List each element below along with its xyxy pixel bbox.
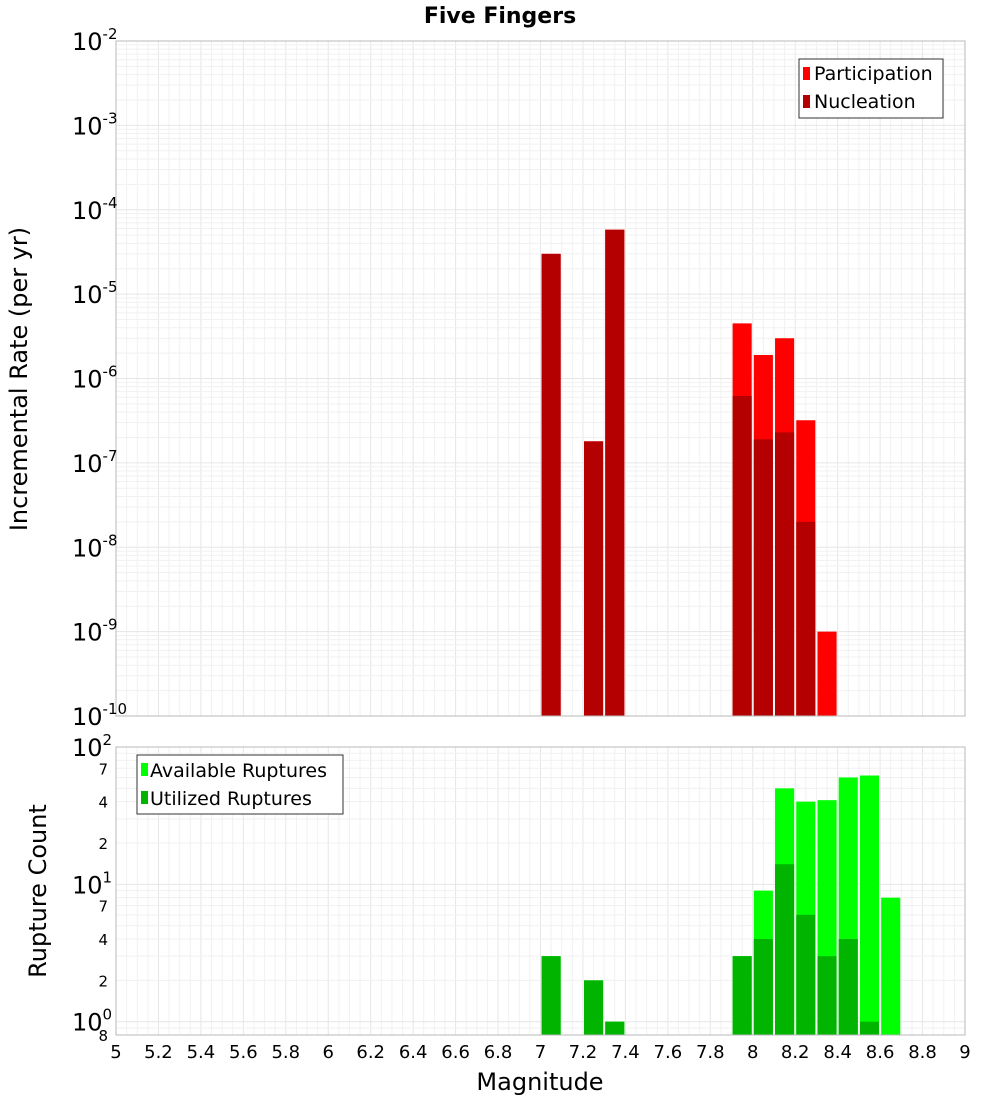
x-tick-label: 5.4 <box>187 1042 216 1063</box>
top-plot-frame <box>115 40 966 717</box>
x-tick-label: 7 <box>535 1042 546 1063</box>
bottom-bar-utilized-ruptures <box>584 980 604 1035</box>
x-tick-label: 8.8 <box>908 1042 937 1063</box>
y-minor-tick-label: 2 <box>98 835 108 853</box>
y-tick-label: 102 <box>72 731 112 762</box>
y-minor-tick-label: 7 <box>98 898 108 916</box>
legend-swatch-participation <box>803 67 810 80</box>
x-tick-label: 6.8 <box>484 1042 513 1063</box>
x-axis-title: Magnitude <box>476 1068 603 1096</box>
bottom-bar-available-ruptures <box>859 775 880 1035</box>
y-tick-label: 10-4 <box>72 194 118 225</box>
bottom-bar-utilized-ruptures <box>775 864 795 1035</box>
top-y-tick-labels: 10-10 10-9 10-8 10-7 10-6 10-5 10-4 10-3 10-2 <box>72 25 127 731</box>
bottom-bar-available-ruptures <box>881 897 901 1035</box>
y-tick-label: 10-8 <box>72 531 118 562</box>
top-bar-nucleation <box>732 396 752 716</box>
x-tick-label: 6 <box>323 1042 334 1063</box>
bottom-y-tick-labels: 100 101 102 8 2 4 7 2 4 7 <box>72 731 112 1045</box>
legend-label-utilized-ruptures: Utilized Ruptures <box>150 788 312 810</box>
y-tick-label: 10-3 <box>72 109 118 140</box>
legend-label-available-ruptures: Available Ruptures <box>150 760 327 782</box>
top-y-axis-title: Incremental Rate (per yr) <box>5 227 33 531</box>
y-minor-tick-label: 4 <box>98 794 108 812</box>
top-bar-nucleation <box>753 439 773 716</box>
legend-swatch-available-ruptures <box>141 763 148 776</box>
top-bar-participation <box>817 631 837 716</box>
x-tick-label: 7.8 <box>696 1042 725 1063</box>
x-tick-labels: 5 5.2 5.4 5.6 5.8 6 6.2 6.4 6.6 6.8 7 7.2 7.4 7.6 7.8 8… <box>110 1042 970 1063</box>
x-tick-label: 8.2 <box>781 1042 810 1063</box>
x-tick-label: 8 <box>747 1042 758 1063</box>
bottom-legend: Available Ruptures Utilized Ruptures <box>136 754 344 815</box>
top-plot-grid <box>115 41 966 717</box>
bottom-bar-utilized-ruptures <box>838 939 858 1035</box>
x-tick-label: 7.2 <box>569 1042 598 1063</box>
bottom-bar-utilized-ruptures <box>732 956 752 1035</box>
top-bar-nucleation <box>796 521 816 716</box>
y-tick-label: 10-5 <box>72 278 118 309</box>
top-bar-nucleation <box>775 432 795 716</box>
x-tick-label: 7.6 <box>654 1042 683 1063</box>
y-minor-tick-label: 7 <box>98 760 108 778</box>
bottom-bar-utilized-ruptures <box>817 956 837 1035</box>
x-tick-label: 6.4 <box>399 1042 428 1063</box>
top-plot-bars <box>541 229 837 717</box>
bottom-plot-frame <box>115 746 966 1036</box>
x-tick-label: 6.6 <box>441 1042 470 1063</box>
y-tick-label: 10-2 <box>72 25 118 56</box>
bottom-bar-utilized-ruptures <box>859 1021 880 1035</box>
bottom-legend-box <box>136 754 344 815</box>
y-minor-tick-label: 8 <box>98 1027 108 1045</box>
y-tick-label: 10-7 <box>72 447 118 478</box>
legend-label-nucleation: Nucleation <box>814 91 916 113</box>
y-minor-tick-label: 4 <box>98 931 108 949</box>
x-tick-label: 6.2 <box>356 1042 385 1063</box>
top-bar-nucleation <box>541 253 561 716</box>
top-legend-box <box>798 58 944 119</box>
y-minor-tick-label: 2 <box>98 972 108 990</box>
legend-swatch-utilized-ruptures <box>141 791 148 804</box>
bottom-bar-utilized-ruptures <box>796 914 816 1035</box>
y-tick-label: 10-6 <box>72 363 118 394</box>
bottom-y-axis-title: Rupture Count <box>24 804 52 978</box>
x-tick-label: 5 <box>110 1042 121 1063</box>
chart-title: Five Fingers <box>424 4 576 29</box>
x-tick-label: 5.2 <box>144 1042 173 1063</box>
bottom-bar-utilized-ruptures <box>541 956 561 1035</box>
bottom-bar-utilized-ruptures <box>605 1021 625 1035</box>
x-tick-label: 9 <box>959 1042 970 1063</box>
bottom-bar-utilized-ruptures <box>753 939 773 1035</box>
y-tick-label: 10-10 <box>72 700 127 731</box>
x-tick-label: 7.4 <box>611 1042 640 1063</box>
x-tick-label: 8.6 <box>866 1042 895 1063</box>
legend-swatch-nucleation <box>803 95 810 108</box>
x-tick-label: 5.8 <box>271 1042 300 1063</box>
y-tick-label: 101 <box>72 868 112 899</box>
top-bar-nucleation <box>605 229 625 717</box>
y-tick-label: 10-9 <box>72 616 118 647</box>
x-tick-label: 8.4 <box>823 1042 852 1063</box>
legend-label-participation: Participation <box>814 63 933 85</box>
y-tick-label: 100 <box>72 1006 112 1037</box>
x-tick-label: 5.6 <box>229 1042 258 1063</box>
bottom-plot-bars <box>541 775 901 1035</box>
top-legend: Participation Nucleation <box>798 58 944 119</box>
top-bar-nucleation <box>584 441 604 716</box>
